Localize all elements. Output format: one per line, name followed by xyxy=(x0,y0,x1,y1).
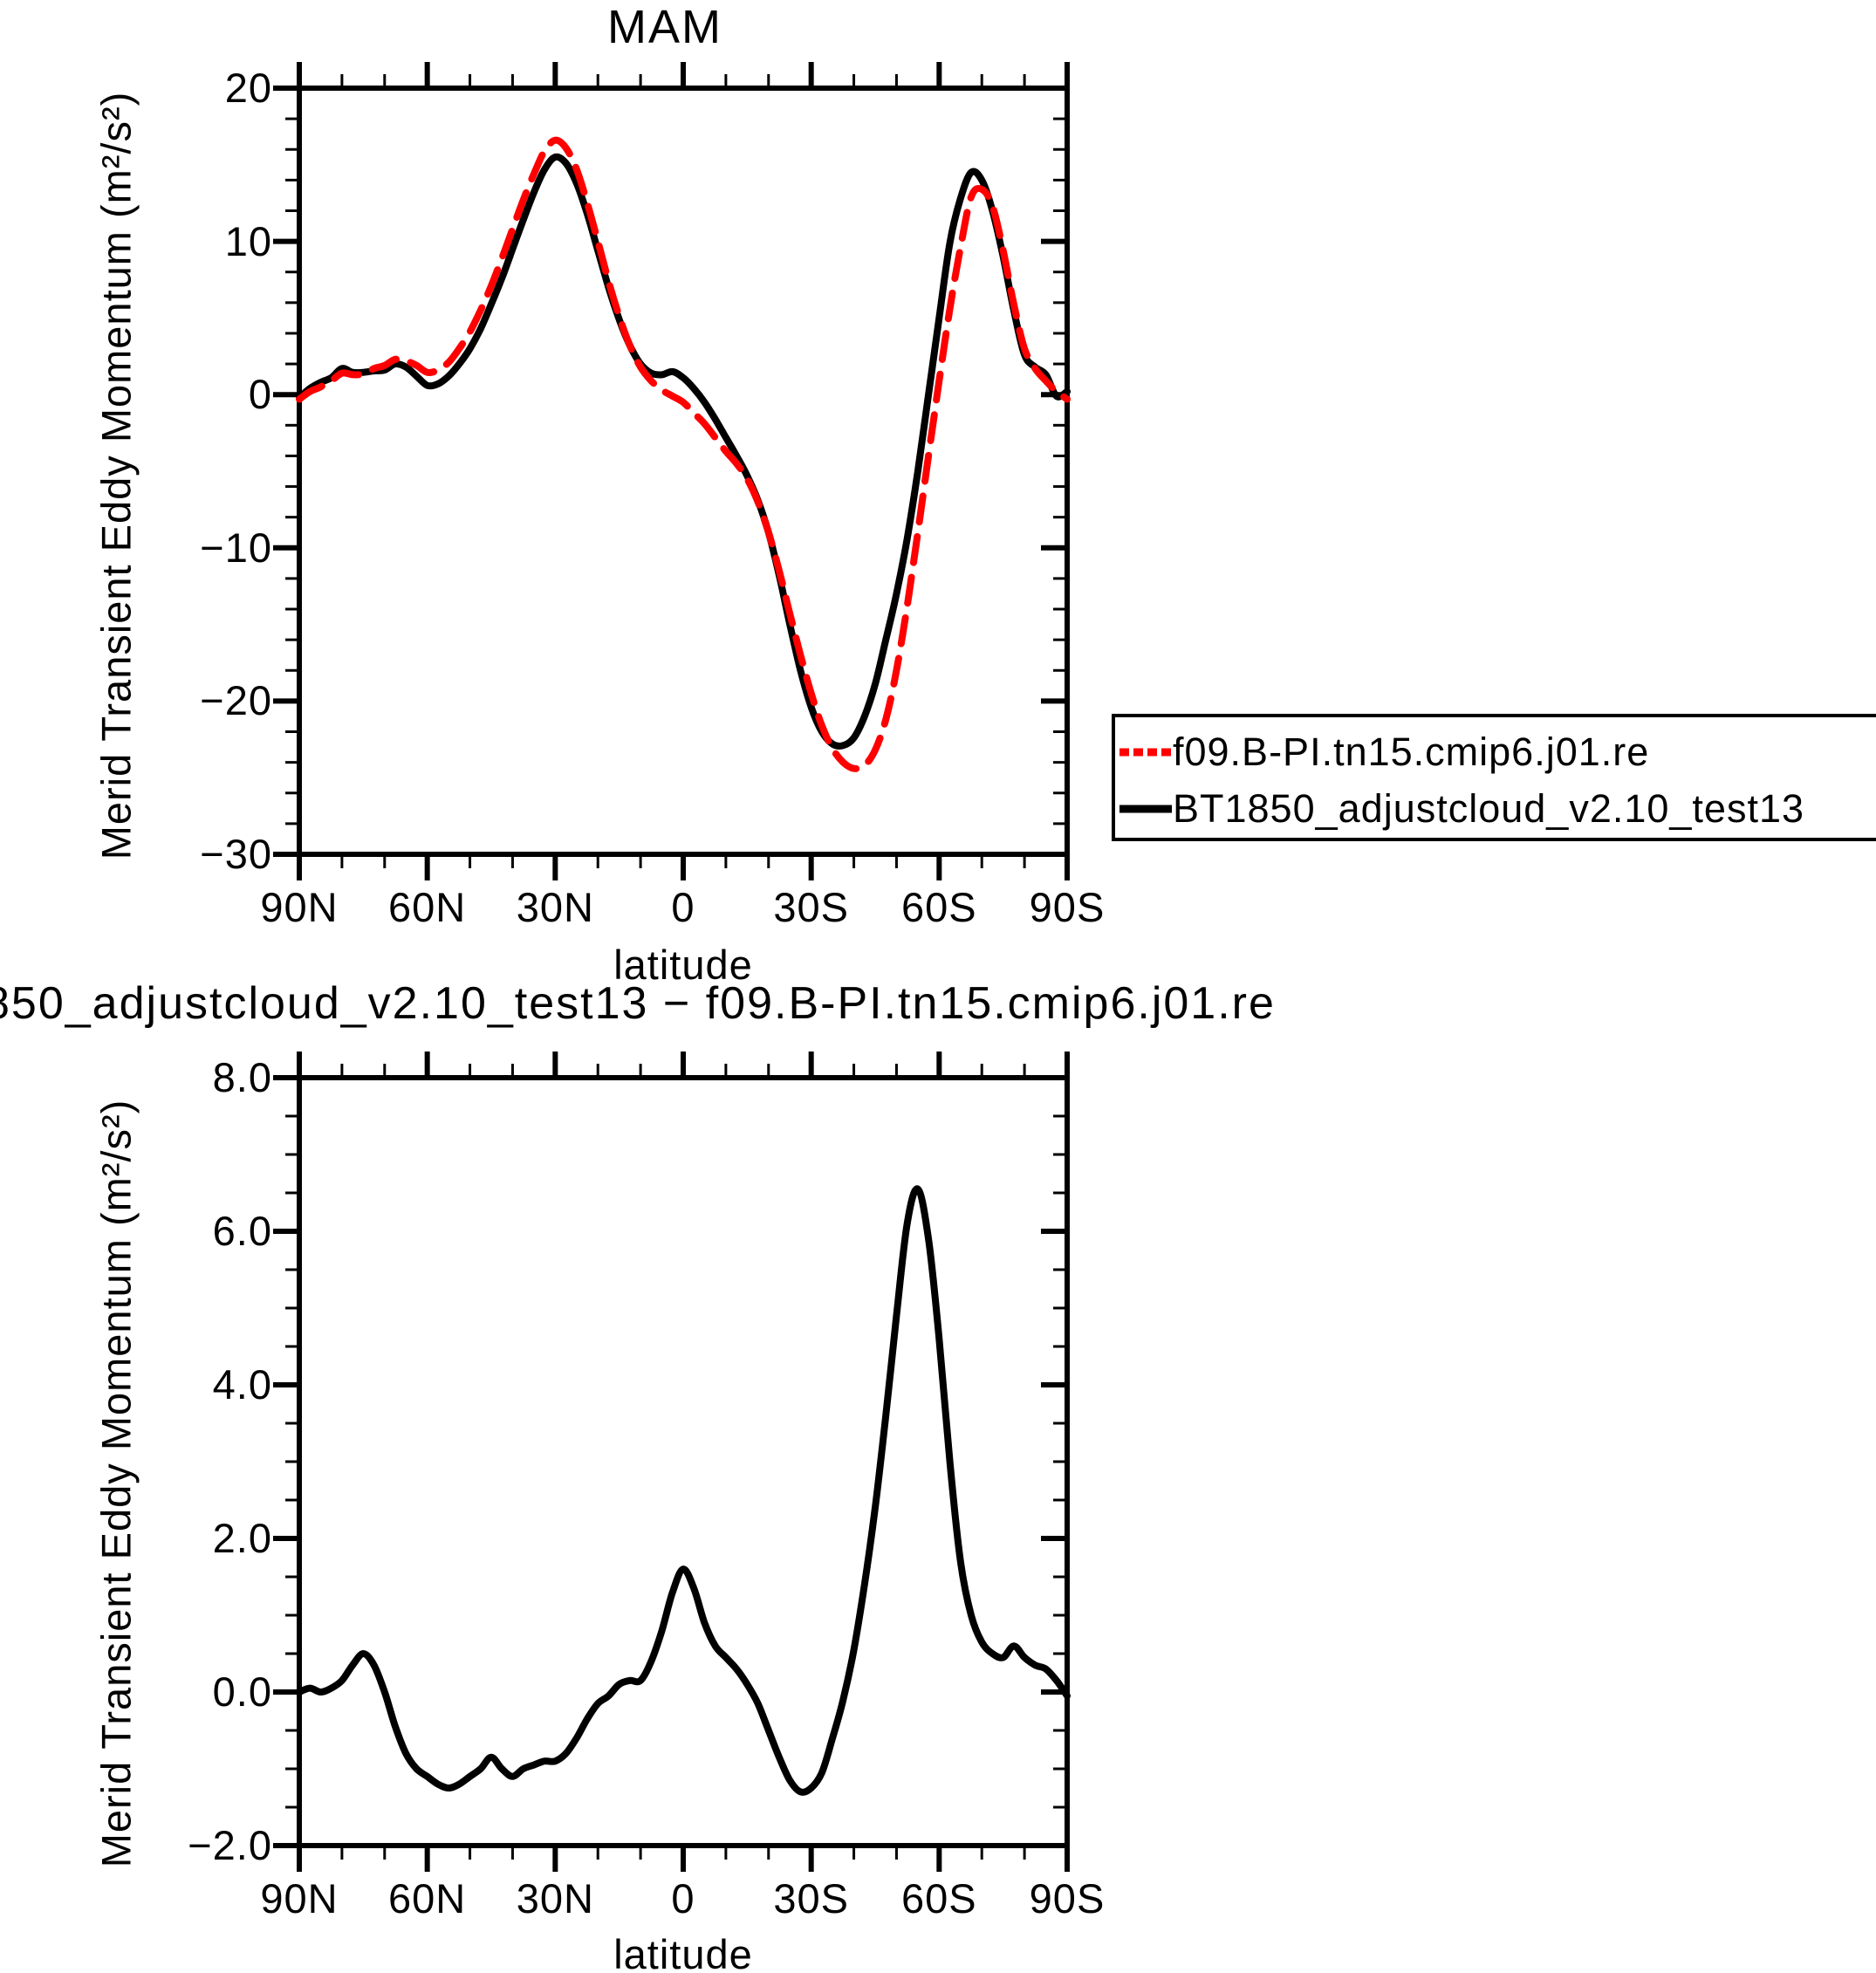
x-tick-label: 60N xyxy=(388,1875,467,1922)
series-line xyxy=(296,1185,1071,1796)
x-tick-label: 0 xyxy=(671,1875,695,1922)
y-tick-label: −20 xyxy=(200,677,272,724)
y-tick-label: 20 xyxy=(224,65,272,111)
bottom-chart-x-axis-label: latitude xyxy=(613,1931,753,1973)
y-tick-label: 10 xyxy=(224,217,272,264)
x-tick-label: 30N xyxy=(516,884,594,930)
y-tick-label: 0.0 xyxy=(212,1668,272,1715)
x-tick-label: 90N xyxy=(260,1875,339,1922)
x-tick-label: 90S xyxy=(1029,884,1106,930)
legend-entry-bt1850: BT1850_adjustcloud_v2.10_test13 xyxy=(1119,784,1804,832)
top-chart-title: MAM xyxy=(607,1,722,53)
x-tick-label: 90S xyxy=(1029,1875,1106,1922)
series-line xyxy=(296,153,1071,750)
legend-entry-f09: f09.B-PI.tn15.cmip6.j01.re xyxy=(1119,728,1649,776)
x-tick-label: 60N xyxy=(388,884,467,930)
x-tick-label: 60S xyxy=(901,884,977,930)
y-tick-label: −10 xyxy=(200,524,272,571)
x-tick-label: 0 xyxy=(671,884,695,930)
bottom-chart-title: 850_adjustcloud_v2.10_test13 − f09.B-PI.… xyxy=(0,978,1276,1029)
y-tick-label: 8.0 xyxy=(212,1054,272,1100)
y-tick-label: 4.0 xyxy=(212,1361,272,1408)
y-tick-label: −30 xyxy=(200,831,272,877)
legend-label-f09: f09.B-PI.tn15.cmip6.j01.re xyxy=(1173,729,1650,774)
y-tick-label: 6.0 xyxy=(212,1208,272,1254)
top-chart-x-axis-label: latitude xyxy=(613,942,753,988)
black-solid-line-sample-icon xyxy=(1119,805,1172,812)
bottom-chart-plot-area xyxy=(273,1052,1071,1872)
series-line xyxy=(296,136,1071,772)
x-tick-label: 30S xyxy=(773,1875,849,1922)
x-tick-label: 30N xyxy=(516,1875,594,1922)
y-tick-label: 0 xyxy=(248,371,272,418)
top-chart-plot-area xyxy=(273,62,1071,880)
y-tick-label: −2.0 xyxy=(188,1822,272,1868)
red-dashed-line-sample-icon xyxy=(1119,748,1172,756)
plot-border xyxy=(297,86,1070,857)
y-tick-label: 2.0 xyxy=(212,1515,272,1561)
x-tick-label: 90N xyxy=(260,884,339,930)
legend: f09.B-PI.tn15.cmip6.j01.re BT1850_adjust… xyxy=(1112,714,1876,841)
top-chart-y-axis-label: Merid Transient Eddy Momentum (m²/s²) xyxy=(92,91,140,860)
legend-label-bt1850: BT1850_adjustcloud_v2.10_test13 xyxy=(1173,785,1805,831)
x-tick-label: 30S xyxy=(773,884,849,930)
x-tick-label: 60S xyxy=(901,1875,977,1922)
